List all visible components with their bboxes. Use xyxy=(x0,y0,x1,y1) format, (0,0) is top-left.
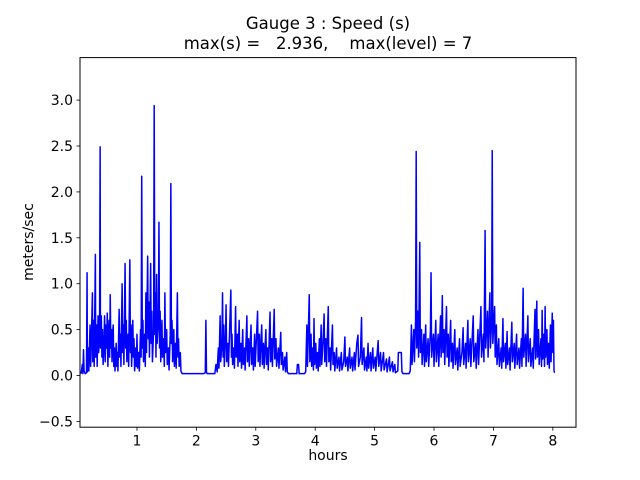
y-tick-label: 3.0 xyxy=(51,93,73,109)
plot-border xyxy=(79,57,577,428)
x-tick-label: 4 xyxy=(311,434,320,450)
y-tick-label: 2.5 xyxy=(51,139,73,155)
x-axis-label: hours xyxy=(308,448,348,464)
x-tick-label: 6 xyxy=(430,434,439,450)
x-tick-label: 8 xyxy=(548,434,557,450)
x-tick-label: 3 xyxy=(251,434,260,450)
x-tick-label: 2 xyxy=(192,434,201,450)
y-tick-label: 2.0 xyxy=(51,185,73,201)
y-tick-label: 1.5 xyxy=(51,231,73,247)
speed-line xyxy=(80,104,556,375)
chart-title-line2: max(s) = 2.936, max(level) = 7 xyxy=(183,33,473,53)
chart-title-line1: Gauge 3 : Speed (s) xyxy=(245,14,411,33)
y-tick-label: 0.0 xyxy=(51,369,73,385)
x-tick-label: 7 xyxy=(489,434,498,450)
x-tick-label: 1 xyxy=(133,434,142,450)
chart-title: Gauge 3 : Speed (s) max(s) = 2.936, max(… xyxy=(80,14,576,53)
y-tick-label: 0.5 xyxy=(51,323,73,339)
y-tick-label: 1.0 xyxy=(51,277,73,293)
x-tick-label: 5 xyxy=(370,434,379,450)
y-tick-label: −0.5 xyxy=(39,414,73,430)
